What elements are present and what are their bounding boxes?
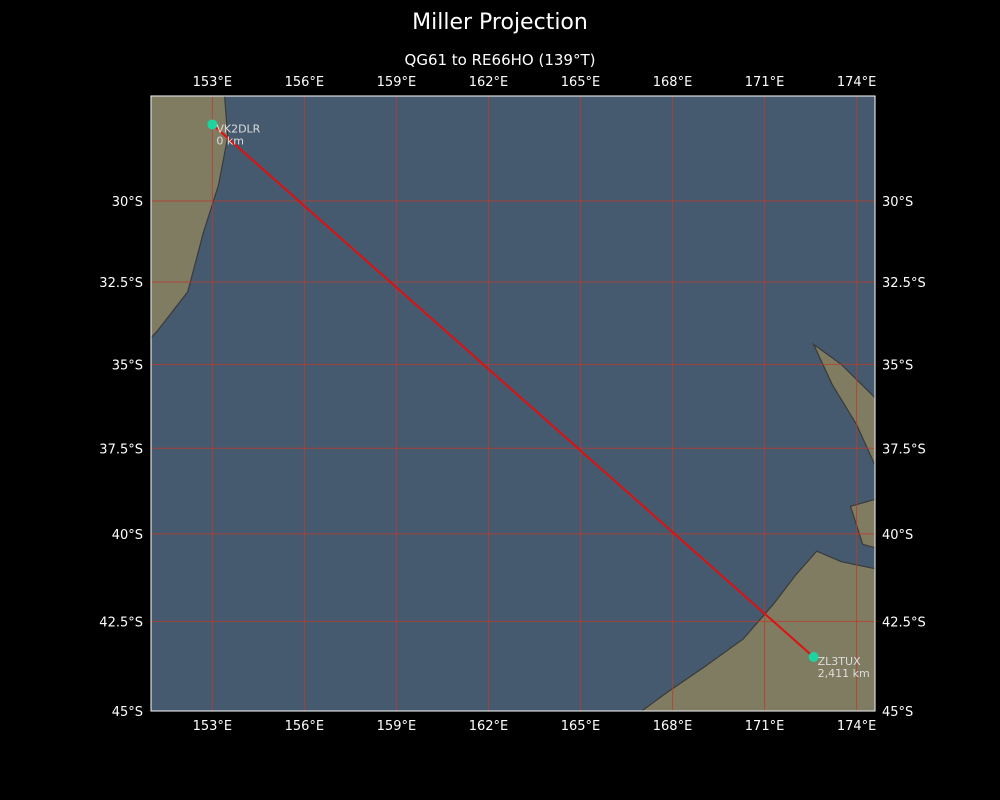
landmass-0 [151,96,229,339]
land-layer [151,96,875,711]
page-title: Miller Projection [412,10,588,35]
lat-tick-left: 40°S [112,528,143,543]
lat-tick-left: 45°S [112,705,143,720]
lat-tick-left: 32.5°S [99,276,143,291]
ocean-background [151,96,875,711]
lon-tick-bottom: 153°E [193,719,233,734]
station-distance: 0 km [216,134,244,147]
station-marker-vk2dlr [207,119,218,130]
lon-tick-bottom: 165°E [561,719,601,734]
lat-tick-left: 35°S [112,358,143,373]
axis-ticks: 153°E 153°E 156°E 156°E 159°E 159°E 162°E 162°E… [99,75,925,734]
station-callsign: ZL3TUX [818,655,861,668]
lon-tick-top: 159°E [377,75,417,90]
landmass-3 [640,550,875,711]
lon-tick-bottom: 159°E [377,719,417,734]
lon-tick-bottom: 174°E [837,719,877,734]
lon-tick-top: 156°E [285,75,325,90]
lat-tick-right: 40°S [882,528,913,543]
map-subtitle: QG61 to RE66HO (139°T) [404,51,596,69]
lat-tick-right: 45°S [882,705,913,720]
lon-tick-top: 153°E [193,75,233,90]
lat-tick-left: 30°S [112,195,143,210]
lon-tick-top: 165°E [561,75,601,90]
lat-tick-right: 35°S [882,358,913,373]
lon-tick-bottom: 171°E [745,719,785,734]
lon-tick-top: 162°E [469,75,509,90]
lat-tick-right: 32.5°S [882,276,926,291]
lon-tick-bottom: 162°E [469,719,509,734]
graticule [151,96,875,711]
station-callsign: VK2DLR [216,122,260,135]
great-circle-path [211,123,815,658]
station-marker-zl3tux [808,651,819,662]
station-distance: 2,411 km [818,667,870,680]
path-line [211,123,815,658]
lat-tick-right: 42.5°S [882,615,926,630]
map-frame [150,95,876,712]
lon-tick-top: 174°E [837,75,877,90]
lon-tick-bottom: 156°E [285,719,325,734]
lat-tick-left: 42.5°S [99,615,143,630]
lon-tick-top: 168°E [653,75,693,90]
lat-tick-left: 37.5°S [99,442,143,457]
lon-tick-top: 171°E [745,75,785,90]
lon-tick-bottom: 168°E [653,719,693,734]
lat-tick-right: 30°S [882,195,913,210]
lat-tick-right: 37.5°S [882,442,926,457]
